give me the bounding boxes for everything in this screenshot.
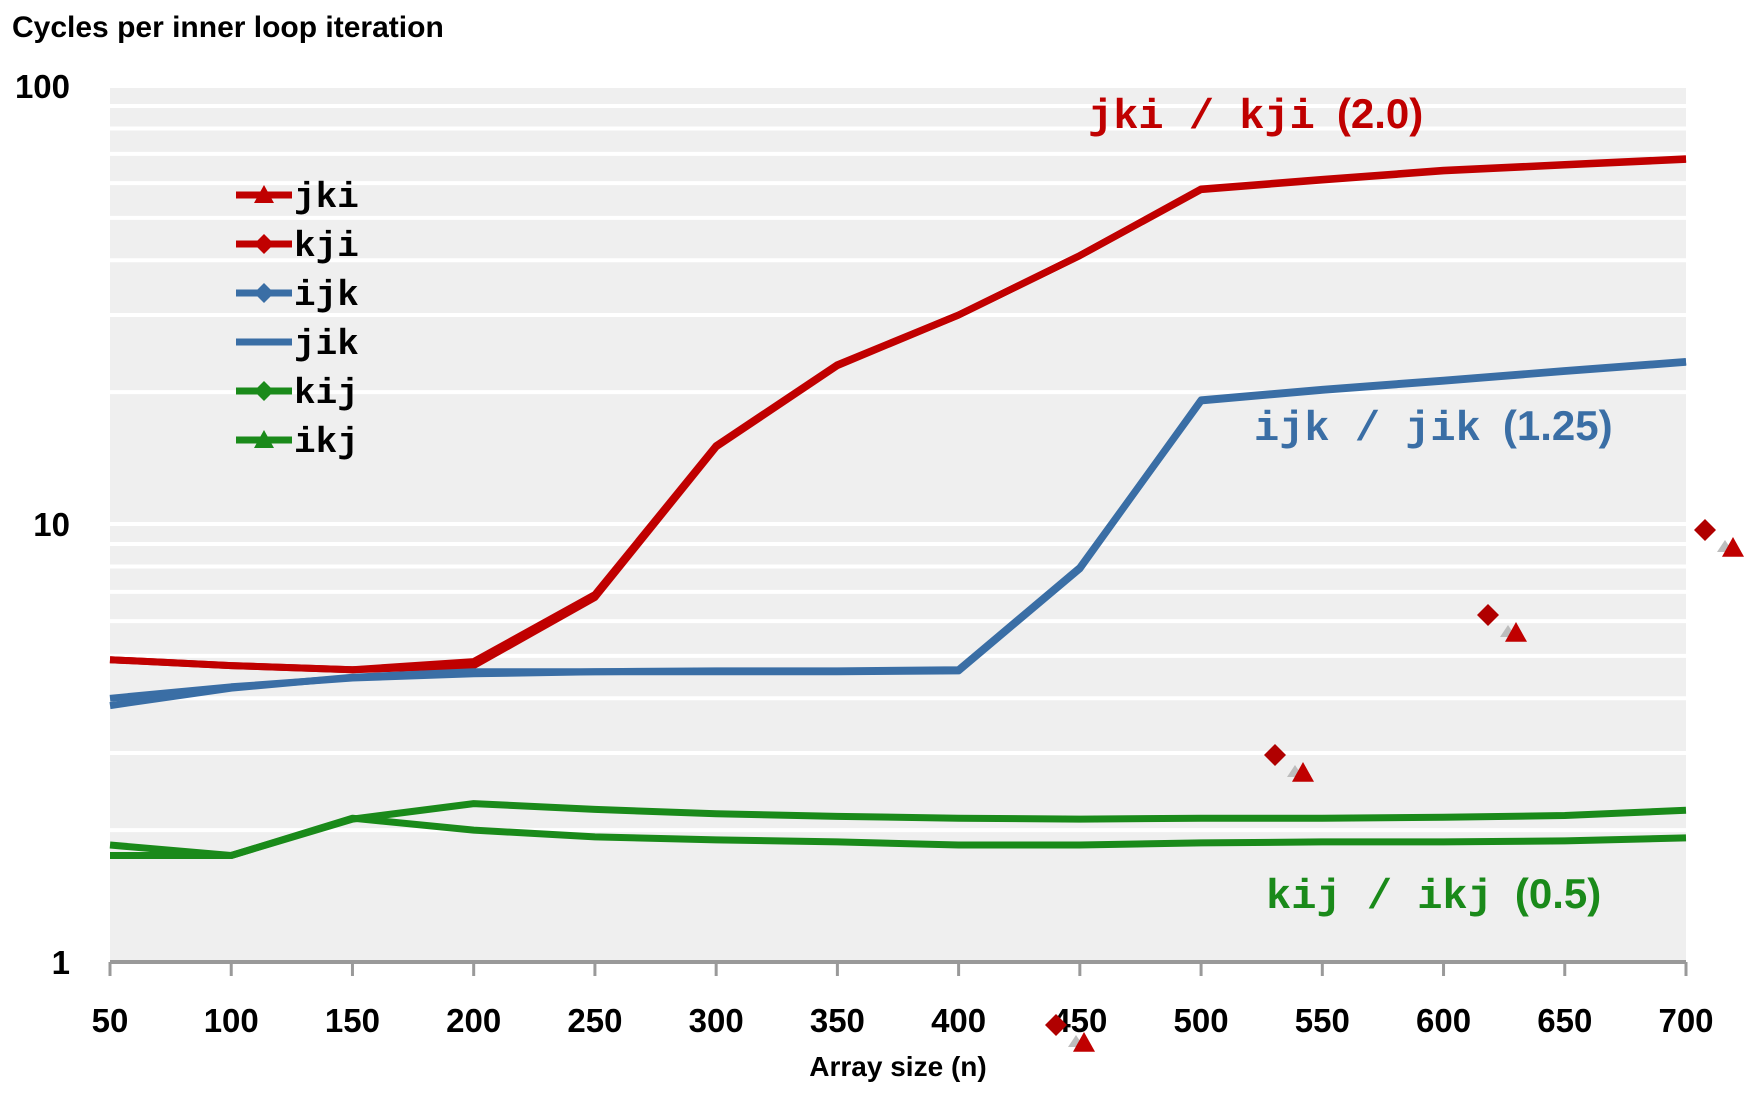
x-tick-label: 400 xyxy=(931,1002,986,1039)
x-tick-label: 550 xyxy=(1295,1002,1350,1039)
annotation-label: kij / ikj xyxy=(1266,873,1493,921)
legend-label-jik: jik xyxy=(294,324,359,365)
annotation-1: ijk / jik (1.25) xyxy=(1254,402,1613,453)
legend-label-ikj: ikj xyxy=(294,422,359,463)
x-tick-label: 250 xyxy=(567,1002,622,1039)
x-ticks: 50 100 150 200 250 300 350 400 450 500 550 600 650 70… xyxy=(92,962,1714,1039)
x-tick-label: 650 xyxy=(1537,1002,1592,1039)
series-lines xyxy=(109,155,1687,859)
x-tick-label: 150 xyxy=(325,1002,380,1039)
x-tick-label: 350 xyxy=(810,1002,865,1039)
annotations: jki / kji (2.0) ijk / jik (1.25) kij / ikj (0… xyxy=(1088,90,1613,921)
legend-marker-ikj xyxy=(254,430,274,448)
annotation-label: jki / kji xyxy=(1088,93,1315,141)
stray-markers xyxy=(1045,519,1744,1052)
x-axis-title: Array size (n) xyxy=(809,1051,986,1082)
x-tick-label: 600 xyxy=(1416,1002,1471,1039)
x-tick-label: 700 xyxy=(1658,1002,1713,1039)
legend-marker-jki xyxy=(254,185,274,203)
stray-triangle-marker xyxy=(1722,537,1744,557)
legend: jki kji ijk jik kij ikj xyxy=(236,177,359,463)
legend-marker-jik xyxy=(254,340,274,344)
stray-diamond-marker xyxy=(1694,519,1716,541)
x-tick-label: 300 xyxy=(689,1002,744,1039)
series-line-ikj xyxy=(109,800,1687,859)
annotation-ratio: (1.25) xyxy=(1503,402,1613,449)
y-ticks: 1 10 100 xyxy=(15,68,70,981)
y-tick-label: 10 xyxy=(33,506,70,543)
stray-diamond-marker xyxy=(1477,604,1499,626)
series-line-kji xyxy=(109,155,1687,674)
annotation-2: kij / ikj (0.5) xyxy=(1266,870,1601,921)
annotation-ratio: (2.0) xyxy=(1337,90,1423,137)
x-tick-label: 100 xyxy=(204,1002,259,1039)
stray-diamond-marker xyxy=(1045,1014,1067,1036)
legend-label-jki: jki xyxy=(294,177,359,218)
x-tick-label: 50 xyxy=(92,1002,129,1039)
grid-lines xyxy=(110,84,1686,833)
legend-marker-ijk xyxy=(254,283,274,303)
legend-marker-kij xyxy=(254,381,274,401)
legend-label-ijk: ijk xyxy=(294,275,359,316)
series-line-kij xyxy=(110,814,1687,859)
y-tick-label: 100 xyxy=(15,68,70,105)
annotation-ratio: (0.5) xyxy=(1515,870,1601,917)
stray-diamond-marker xyxy=(1264,744,1286,766)
x-tick-label: 500 xyxy=(1174,1002,1229,1039)
series-line-jik xyxy=(109,358,1687,710)
legend-label-kji: kji xyxy=(294,226,359,267)
x-tick-label: 200 xyxy=(446,1002,501,1039)
stray-triangle-marker xyxy=(1505,622,1527,642)
y-tick-label: 1 xyxy=(52,944,70,981)
annotation-label: ijk / jik xyxy=(1254,405,1481,453)
legend-marker-kji xyxy=(254,234,274,254)
annotation-0: jki / kji (2.0) xyxy=(1088,90,1423,141)
stray-triangle-marker xyxy=(1073,1032,1095,1052)
y-axis-title: Cycles per inner loop iteration xyxy=(12,11,444,44)
stray-triangle-marker xyxy=(1292,762,1314,782)
legend-label-kij: kij xyxy=(294,373,359,414)
